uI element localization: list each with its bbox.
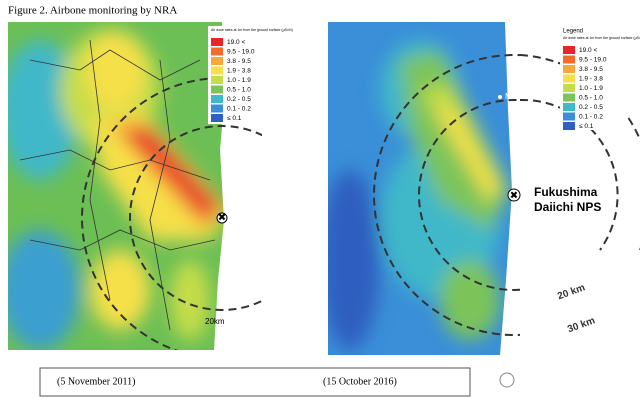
svg-text:✖: ✖ [218,212,226,223]
legend-label: 0.1 - 0.2 [227,106,251,113]
legend-swatch [563,46,575,54]
legend-title: Air dose rates at 1m from the ground sur… [563,36,640,40]
legend-swatch [563,93,575,102]
legend-swatch [211,57,223,65]
legend-swatch [211,38,223,46]
legend-label: 3.8 - 9.5 [579,66,603,73]
legend-swatch [563,84,575,92]
legend-label: 1.9 - 3.8 [227,68,251,75]
legend-title: Air dose rates at 1m from the ground sur… [211,28,293,32]
legend-label: 9.5 - 19.0 [227,49,255,56]
caption: (15 October 2016) [323,376,397,387]
legend-heading: Legend [563,29,583,35]
legend-swatch [211,66,223,75]
watermark-icon [499,372,515,388]
legend-label: 0.2 - 0.5 [227,96,251,103]
legend-swatch [563,74,575,83]
legend-label: ≤ 0.1 [579,123,594,130]
legend-swatch [563,122,575,130]
ring-label: 20 km [556,282,587,302]
scale-label: 20km [205,317,225,326]
legend-label: 0.2 - 0.5 [579,104,603,111]
caption-box [39,367,471,397]
legend-label: 1.0 - 1.9 [227,77,251,84]
legend-swatch [211,114,223,122]
legend-label: 1.9 - 3.8 [579,76,603,83]
legend-swatch [211,76,223,84]
legend-label: 19.0 < [579,47,597,54]
map-2011: ✖ [8,22,262,350]
legend-swatch [211,104,223,113]
legend-swatch [211,85,223,94]
plant-label: Fukushima [534,185,598,199]
plant-label: Daiichi NPS [534,200,601,214]
legend-label: 19.0 < [227,39,245,46]
legend-label: 0.5 - 1.0 [227,87,251,94]
ring-label: 30 km [566,315,597,335]
legend-label: 0.5 - 1.0 [579,95,603,102]
legend-swatch [563,112,575,121]
legend-label: 1.0 - 1.9 [579,85,603,92]
legend-label: 9.5 - 19.0 [579,57,607,64]
legend-swatch [563,55,575,64]
legend-swatch [563,103,575,111]
map-2016 [328,22,520,355]
legend-label: ≤ 0.1 [227,115,242,122]
legend-label: 3.8 - 9.5 [227,58,251,65]
legend-swatch [211,95,223,103]
figure-title: Figure 2. Airbone monitoring by NRA [8,5,177,17]
legend-swatch [211,47,223,56]
legend-swatch [563,65,575,73]
legend-label: 0.1 - 0.2 [579,114,603,121]
caption: (5 November 2011) [57,376,136,387]
svg-text:✖: ✖ [510,190,518,201]
place-label: Minamisoma [505,92,551,101]
